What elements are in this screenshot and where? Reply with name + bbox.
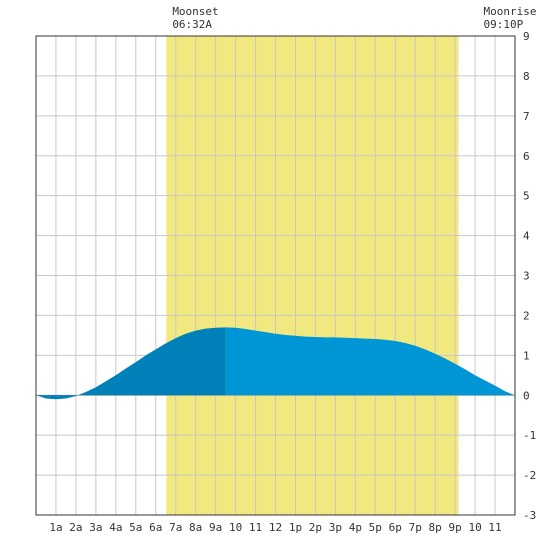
x-tick-label: 4a	[109, 521, 122, 534]
x-tick-label: 5p	[369, 521, 382, 534]
y-tick-label: 9	[523, 30, 530, 43]
x-tick-label: 4p	[349, 521, 362, 534]
y-tick-label: 3	[523, 270, 530, 283]
x-tick-label: 1p	[289, 521, 302, 534]
tide-area-dark	[36, 327, 226, 400]
y-tick-label: 4	[523, 230, 530, 243]
x-tick-label: 9p	[449, 521, 462, 534]
x-tick-label: 11	[249, 521, 262, 534]
y-tick-label: 8	[523, 70, 530, 83]
y-tick-label: -3	[523, 509, 536, 522]
y-tick-label: 0	[523, 389, 530, 402]
x-tick-label: 5a	[129, 521, 142, 534]
y-tick-label: 2	[523, 309, 530, 322]
moonset-time: 06:32A	[172, 18, 212, 31]
y-tick-label: 5	[523, 190, 530, 203]
x-tick-label: 7p	[409, 521, 422, 534]
y-tick-label: 1	[523, 349, 530, 362]
y-tick-label: -2	[523, 469, 536, 482]
x-tick-label: 10	[229, 521, 242, 534]
tide-area	[225, 327, 515, 396]
x-tick-label: 12	[269, 521, 282, 534]
x-tick-label: 2a	[69, 521, 82, 534]
x-tick-label: 9a	[209, 521, 222, 534]
x-tick-label: 10	[468, 521, 481, 534]
plot-border	[35, 35, 516, 516]
x-tick-label: 6a	[149, 521, 162, 534]
moonrise-time: 09:10P	[484, 18, 524, 31]
y-tick-label: 7	[523, 110, 530, 123]
y-tick-label: 6	[523, 150, 530, 163]
x-tick-label: 8a	[189, 521, 202, 534]
x-tick-label: 11	[488, 521, 501, 534]
x-tick-label: 3p	[329, 521, 342, 534]
x-tick-label: 6p	[389, 521, 402, 534]
x-tick-label: 7a	[169, 521, 182, 534]
x-tick-label: 1a	[49, 521, 62, 534]
x-tick-label: 8p	[429, 521, 442, 534]
moonrise-label: Moonrise	[484, 5, 537, 18]
x-tick-label: 2p	[309, 521, 322, 534]
y-tick-label: -1	[523, 429, 536, 442]
moonset-label: Moonset	[172, 5, 218, 18]
x-tick-label: 3a	[89, 521, 102, 534]
